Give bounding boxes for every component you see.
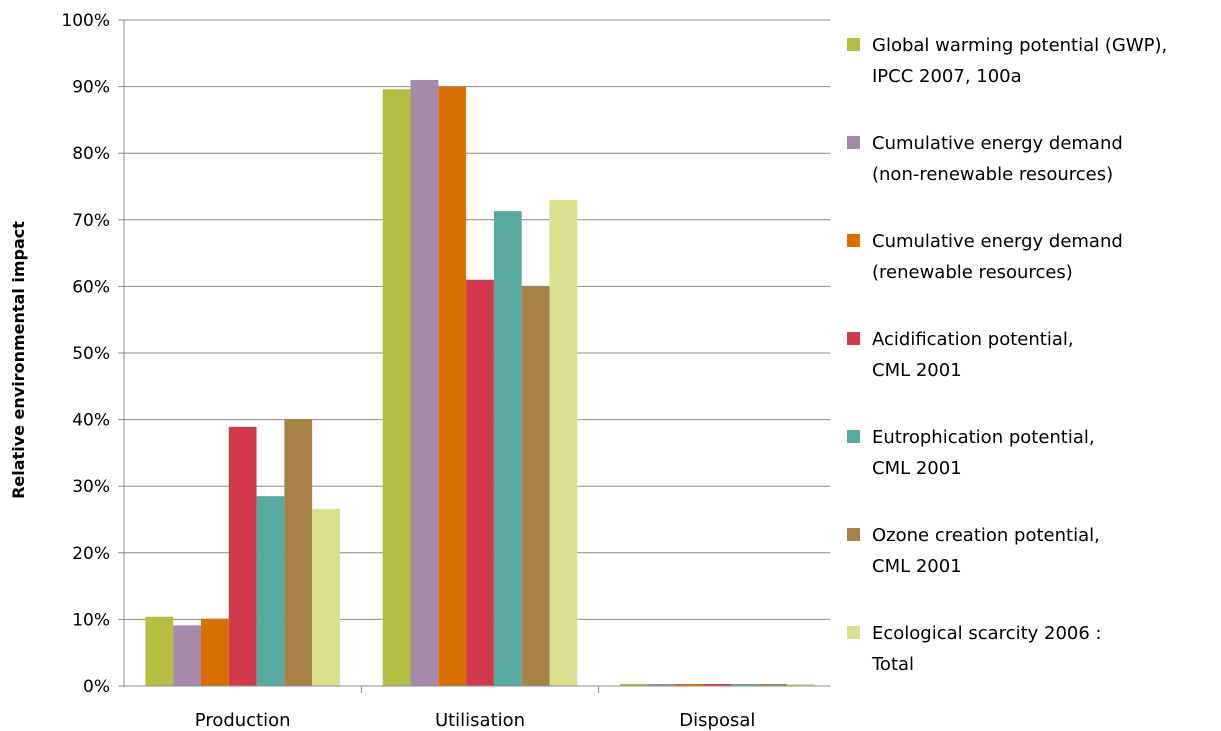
legend-label-line: CML 2001: [872, 360, 962, 381]
y-tick-label: 10%: [72, 610, 110, 630]
bar: [466, 279, 494, 686]
y-tick-label: 50%: [72, 344, 110, 364]
bar: [228, 426, 257, 686]
legend-label-line: Acidification potential,: [872, 329, 1074, 350]
legend-label: Global warming potential (GWP), IPCC 2007…: [872, 30, 1167, 92]
legend-label-line: (non-renewable resources): [872, 164, 1114, 185]
bar: [703, 684, 732, 686]
bar: [284, 418, 313, 686]
legend-swatch: [847, 528, 860, 541]
legend-label-line: Global warming potential (GWP),: [872, 35, 1168, 56]
bar-chart: 0% 10% 20% 30% 40% 50% 60% 70% 80% 90% 100% Produc…: [9, 11, 830, 731]
bar: [786, 684, 815, 686]
legend-item: Ecological scarcity 2006 : Total: [847, 618, 1217, 716]
legend-swatch: [847, 430, 860, 443]
bar: [256, 496, 285, 686]
x-tick-label: Utilisation: [435, 710, 525, 731]
legend-item: Acidification potential, CML 2001: [847, 324, 1217, 422]
y-tick-label: 60%: [72, 277, 110, 297]
y-axis-label: Relative environmental impact: [9, 221, 28, 499]
legend-label-line: Eutrophication potential,: [872, 427, 1095, 448]
legend-label-line: Cumulative energy demand: [872, 133, 1123, 154]
legend: Global warming potential (GWP), IPCC 2007…: [847, 30, 1217, 716]
bar: [731, 684, 760, 686]
y-tick-label: 0%: [83, 677, 110, 697]
legend-label: Cumulative energy demand (non-renewable r…: [872, 128, 1123, 190]
legend-label: Ozone creation potential, CML 2001: [872, 520, 1100, 582]
legend-swatch: [847, 332, 860, 345]
legend-swatch: [847, 234, 860, 247]
legend-swatch: [847, 136, 860, 149]
bar: [312, 508, 340, 686]
legend-item: Global warming potential (GWP), IPCC 2007…: [847, 30, 1217, 128]
bar: [620, 684, 648, 686]
bars: [145, 79, 815, 687]
legend-label-line: Total: [872, 654, 915, 675]
x-tick-label: Disposal: [679, 710, 755, 731]
legend-label-line: CML 2001: [872, 556, 962, 577]
bar: [521, 286, 550, 686]
y-tick-label: 20%: [72, 544, 110, 564]
legend-swatch: [847, 626, 860, 639]
y-tick-label: 40%: [72, 411, 110, 431]
legend-label-line: IPCC 2007, 100a: [872, 66, 1022, 87]
legend-label: Ecological scarcity 2006 : Total: [872, 618, 1102, 680]
y-tick-labels: 0% 10% 20% 30% 40% 50% 60% 70% 80% 90% 100%: [61, 11, 110, 697]
legend-label-line: CML 2001: [872, 458, 962, 479]
legend-item: Eutrophication potential, CML 2001: [847, 422, 1217, 520]
y-tick-label: 80%: [72, 144, 110, 164]
x-tick-labels: Production Utilisation Disposal: [195, 710, 756, 731]
bar: [200, 618, 229, 686]
bar: [145, 616, 174, 686]
y-tick-label: 100%: [61, 11, 110, 31]
y-tick-label: 70%: [72, 211, 110, 231]
bar: [173, 625, 201, 686]
bar: [493, 211, 522, 686]
y-tick-label: 90%: [72, 78, 110, 98]
y-tick-label: 30%: [72, 477, 110, 497]
x-tick-label: Production: [195, 710, 291, 731]
legend-item: Ozone creation potential, CML 2001: [847, 520, 1217, 618]
legend-label-line: Cumulative energy demand: [872, 231, 1123, 252]
legend-label: Cumulative energy demand (renewable resou…: [872, 226, 1123, 288]
legend-label-line: (renewable resources): [872, 262, 1073, 283]
bar: [410, 79, 439, 686]
legend-label-line: Ecological scarcity 2006 :: [872, 623, 1102, 644]
legend-swatch: [847, 38, 860, 51]
legend-item: Cumulative energy demand (renewable resou…: [847, 226, 1217, 324]
bar: [549, 199, 578, 686]
bar: [382, 89, 411, 687]
legend-item: Cumulative energy demand (non-renewable r…: [847, 128, 1217, 226]
bar: [647, 684, 676, 686]
legend-label-line: Ozone creation potential,: [872, 525, 1100, 546]
bar: [438, 86, 467, 687]
axes: [123, 20, 830, 693]
bar: [675, 684, 704, 686]
legend-label: Eutrophication potential, CML 2001: [872, 422, 1095, 484]
legend-label: Acidification potential, CML 2001: [872, 324, 1074, 386]
bar: [759, 684, 787, 686]
